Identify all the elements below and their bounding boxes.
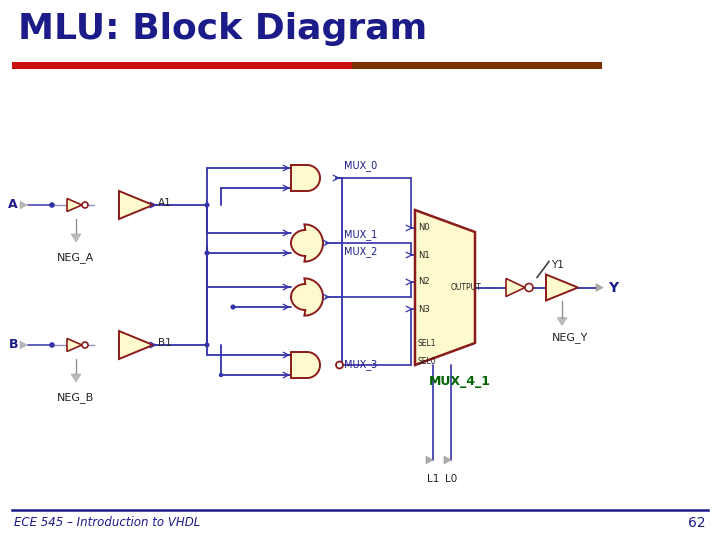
Text: A: A	[9, 199, 18, 212]
Text: N1: N1	[418, 251, 430, 260]
Polygon shape	[291, 352, 320, 378]
Circle shape	[336, 361, 343, 368]
Text: MUX_4_1: MUX_4_1	[429, 375, 491, 388]
Polygon shape	[119, 191, 153, 219]
Text: NEG_Y: NEG_Y	[552, 333, 588, 343]
Polygon shape	[415, 210, 475, 365]
Text: N0: N0	[418, 224, 430, 233]
Text: SEL0: SEL0	[418, 357, 436, 366]
Circle shape	[525, 284, 533, 292]
Polygon shape	[71, 374, 81, 382]
Circle shape	[204, 202, 210, 207]
Polygon shape	[444, 456, 451, 464]
FancyBboxPatch shape	[12, 62, 602, 69]
Circle shape	[49, 202, 55, 208]
Polygon shape	[557, 318, 567, 326]
Polygon shape	[291, 278, 323, 316]
Polygon shape	[20, 201, 27, 209]
Text: NEG_A: NEG_A	[58, 252, 94, 263]
Text: Y1: Y1	[551, 260, 564, 271]
Text: SEL1: SEL1	[418, 339, 436, 348]
Circle shape	[230, 305, 235, 309]
Polygon shape	[506, 279, 525, 296]
Text: 62: 62	[688, 516, 706, 530]
Text: ECE 545 – Introduction to VHDL: ECE 545 – Introduction to VHDL	[14, 516, 200, 529]
Text: N2: N2	[418, 278, 430, 287]
Polygon shape	[71, 234, 81, 242]
Circle shape	[231, 305, 235, 309]
Polygon shape	[119, 331, 153, 359]
Circle shape	[204, 251, 210, 255]
Text: MLU: Block Diagram: MLU: Block Diagram	[18, 12, 427, 46]
Circle shape	[82, 202, 88, 208]
Text: L0: L0	[445, 474, 457, 484]
FancyBboxPatch shape	[12, 62, 352, 69]
Polygon shape	[20, 341, 27, 349]
Text: MUX_3: MUX_3	[344, 360, 377, 370]
Polygon shape	[291, 165, 320, 191]
Polygon shape	[426, 456, 433, 464]
Polygon shape	[67, 339, 82, 352]
Polygon shape	[291, 224, 323, 262]
Polygon shape	[67, 199, 82, 212]
Text: Y: Y	[608, 280, 618, 294]
Polygon shape	[546, 274, 578, 300]
Text: N3: N3	[418, 305, 430, 314]
Text: MUX_1: MUX_1	[344, 230, 377, 240]
Text: A1: A1	[158, 198, 172, 208]
Circle shape	[219, 373, 223, 377]
Text: L1: L1	[427, 474, 439, 484]
Text: B: B	[9, 339, 18, 352]
Text: MUX_0: MUX_0	[344, 160, 377, 172]
Circle shape	[49, 342, 55, 348]
FancyBboxPatch shape	[352, 62, 602, 69]
Polygon shape	[596, 284, 603, 292]
Text: B1: B1	[158, 338, 172, 348]
Text: NEG_B: NEG_B	[58, 392, 94, 403]
Text: MUX_2: MUX_2	[344, 247, 377, 258]
Text: OUTPUT: OUTPUT	[451, 283, 482, 292]
Circle shape	[204, 342, 210, 348]
Circle shape	[82, 342, 88, 348]
